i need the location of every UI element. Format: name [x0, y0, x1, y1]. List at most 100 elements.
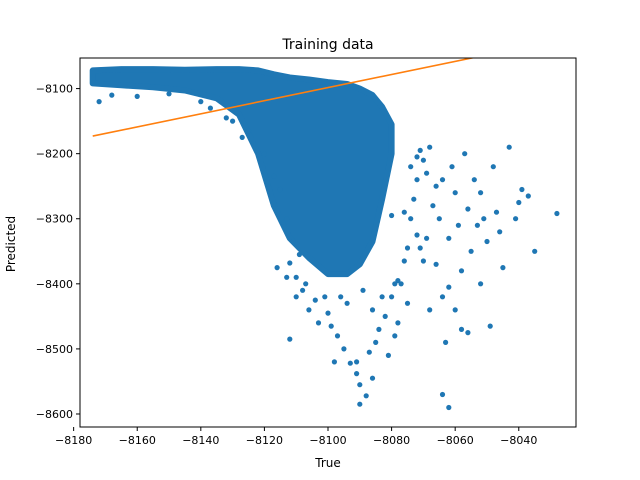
y-tick-label: −8300 [36, 213, 73, 226]
y-tick-label: −8100 [36, 83, 73, 96]
data-point [274, 265, 280, 271]
data-point [532, 248, 538, 254]
data-point [433, 183, 439, 189]
data-point [506, 144, 512, 150]
y-tick-label: −8400 [36, 278, 73, 291]
x-tick-label: −8040 [500, 434, 537, 447]
data-point [134, 93, 140, 99]
data-point [389, 212, 395, 219]
data-point [284, 274, 290, 280]
data-point [357, 382, 363, 388]
data-point [395, 320, 401, 326]
data-point [408, 216, 414, 222]
data-point [462, 151, 468, 157]
data-point [481, 216, 487, 222]
data-point [287, 260, 293, 266]
data-point [439, 391, 446, 398]
data-point [207, 105, 213, 111]
data-point [287, 336, 293, 342]
data-point [484, 238, 490, 245]
data-point [478, 190, 484, 196]
y-tick-label: −8600 [36, 408, 73, 421]
data-point [315, 320, 322, 326]
data-point [341, 346, 347, 352]
data-point [303, 281, 309, 287]
data-point [500, 265, 506, 271]
y-tick-label: −8200 [36, 148, 73, 161]
chart-title: Training data [281, 37, 373, 53]
data-point [490, 164, 496, 170]
data-point [392, 333, 398, 339]
fit-line [92, 58, 476, 137]
data-point [525, 193, 531, 199]
x-tick-label: −8180 [55, 434, 92, 447]
data-point [465, 330, 471, 336]
data-point [411, 196, 417, 202]
data-point [497, 229, 503, 235]
data-point [360, 287, 366, 293]
data-point [446, 404, 452, 411]
data-point [389, 294, 395, 300]
data-point [296, 251, 302, 258]
data-point [478, 281, 484, 287]
data-point [245, 128, 252, 134]
data-point [408, 164, 414, 170]
data-point [290, 238, 296, 245]
data-point [452, 307, 458, 313]
data-point [401, 258, 407, 264]
data-point [474, 222, 480, 228]
data-point [331, 359, 337, 365]
data-point [366, 349, 372, 355]
data-point [271, 173, 277, 179]
x-tick-label: −8160 [119, 434, 156, 447]
data-point [455, 222, 461, 228]
data-point [427, 144, 433, 150]
data-point [401, 209, 407, 215]
data-point [109, 92, 115, 98]
data-point [452, 190, 458, 196]
data-point [382, 313, 388, 319]
dense-point-cloud [89, 66, 395, 278]
data-series-group [89, 58, 560, 411]
data-point [465, 206, 471, 212]
data-point [433, 261, 439, 267]
data-point [96, 99, 102, 105]
data-point [554, 210, 560, 217]
data-point [363, 393, 369, 399]
data-point [414, 177, 420, 183]
data-point [223, 115, 229, 121]
data-point [516, 199, 522, 206]
data-point [439, 177, 446, 183]
data-point [373, 339, 379, 345]
data-point [347, 360, 353, 366]
data-point [398, 281, 404, 287]
data-point [458, 268, 465, 274]
data-point [198, 99, 204, 105]
y-tick-label: −8500 [36, 343, 73, 356]
data-point [446, 284, 452, 290]
data-point [293, 294, 299, 300]
data-point [277, 186, 283, 193]
data-point [300, 287, 306, 293]
data-point [404, 300, 411, 306]
data-point [446, 235, 452, 241]
data-point [519, 186, 525, 193]
data-point [449, 164, 455, 170]
data-point [427, 307, 433, 313]
data-point [338, 294, 344, 300]
data-point [369, 375, 376, 381]
data-point [417, 147, 423, 153]
data-point [230, 118, 236, 124]
data-point [430, 203, 436, 209]
data-point [357, 401, 363, 407]
data-point [443, 339, 449, 345]
data-point [293, 274, 299, 280]
data-point [344, 300, 350, 306]
data-point [471, 177, 477, 183]
data-point [322, 294, 328, 300]
data-point [385, 352, 391, 358]
data-point [414, 154, 420, 160]
data-point [439, 294, 446, 300]
data-point [417, 245, 423, 251]
